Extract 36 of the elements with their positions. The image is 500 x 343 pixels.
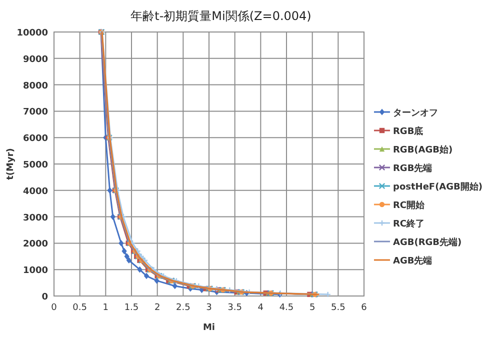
chart-title: 年齢t-初期質量Mi関係(Z=0.004) — [130, 9, 312, 23]
y-axis-title: t(Myr) — [6, 148, 16, 180]
x-tick-label: 2 — [154, 303, 160, 313]
y-tick-label: 2000 — [22, 240, 48, 250]
x-tick-label: 2.5 — [176, 303, 190, 313]
y-tick-label: 1000 — [22, 266, 48, 276]
y-tick-label: 0 — [42, 292, 48, 302]
y-tick-label: 3000 — [22, 213, 48, 224]
legend-label: postHeF(AGB開始) — [393, 182, 483, 192]
x-axis-title: Mi — [202, 323, 216, 333]
x-tick-label: 6 — [361, 303, 368, 313]
legend-label: AGB(RGB先端) — [393, 237, 462, 248]
y-tick-label: 5000 — [22, 160, 48, 170]
y-tick-label: 10000 — [16, 28, 48, 38]
legend-label: RGB先端 — [393, 163, 432, 174]
legend-label: RC終了 — [393, 218, 425, 230]
x-tick-label: 5 — [309, 303, 316, 313]
legend-label: RGB(AGB始) — [393, 144, 453, 156]
x-tick-label: 0.5 — [72, 303, 87, 313]
y-tick-label: 9000 — [22, 54, 48, 65]
legend-label: RC開始 — [393, 200, 426, 211]
x-tick-label: 3.5 — [228, 303, 242, 313]
legend-label: RGB底 — [393, 126, 424, 137]
legend-label: ターンオフ — [393, 108, 438, 118]
x-tick-label: 4.5 — [279, 303, 294, 313]
legend-label: AGB先端 — [393, 256, 432, 266]
x-tick-label: 1.5 — [124, 303, 139, 313]
y-tick-label: 4000 — [22, 186, 48, 197]
y-tick-label: 7000 — [22, 108, 48, 118]
x-tick-label: 5.5 — [331, 303, 346, 313]
y-tick-label: 6000 — [22, 134, 48, 144]
x-tick-label: 1 — [102, 303, 109, 313]
x-tick-label: 3 — [206, 303, 212, 313]
x-tick-label: 0 — [51, 303, 58, 313]
x-tick-label: 4 — [258, 303, 264, 313]
y-tick-label: 8000 — [22, 81, 48, 92]
